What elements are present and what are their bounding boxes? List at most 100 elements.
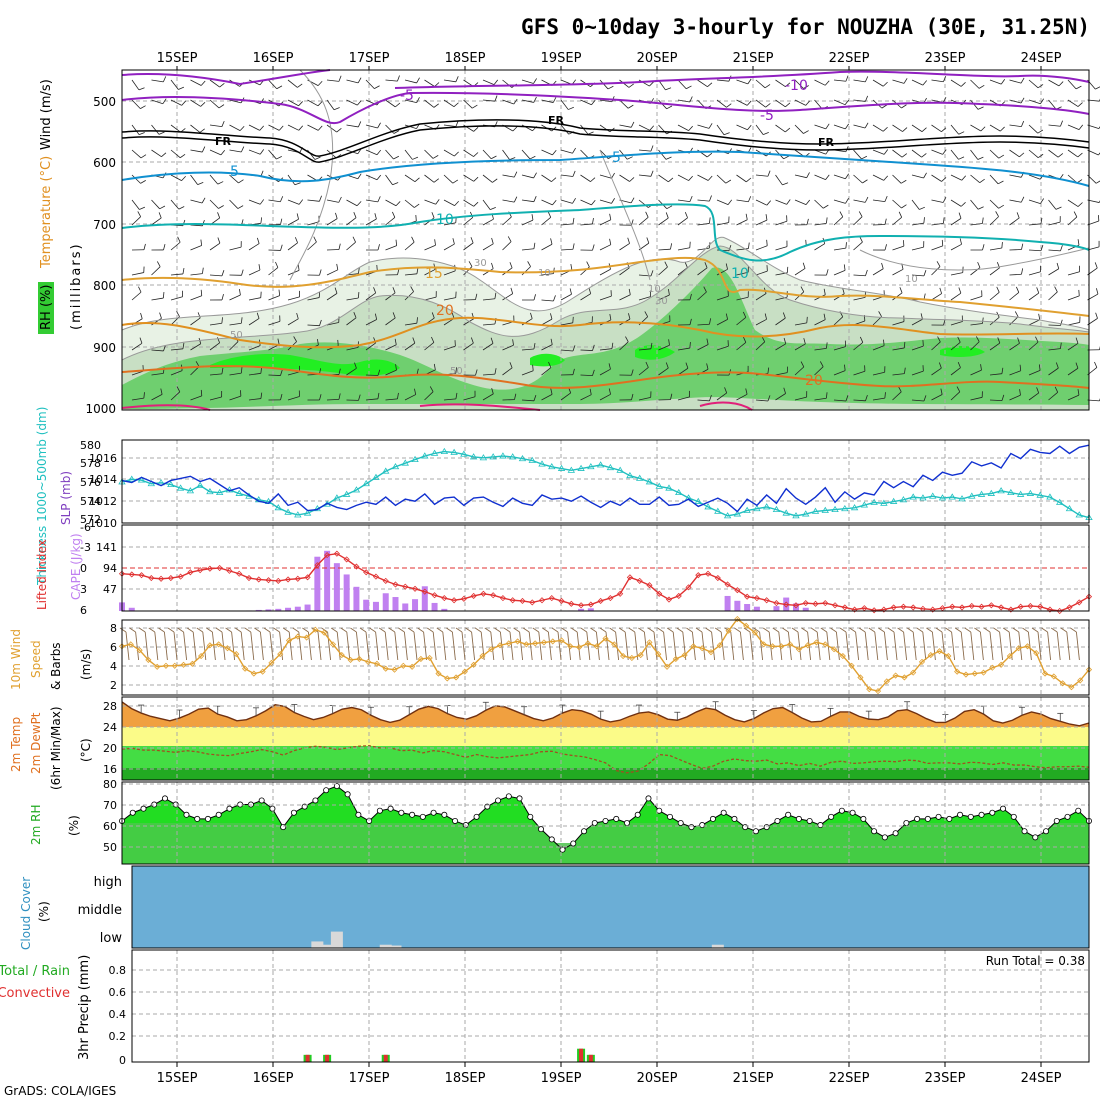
- surface-barb-flag: [465, 627, 472, 633]
- wind-barb-flag: [942, 149, 947, 155]
- surface-barb-flag: [628, 627, 636, 633]
- wind-speed-point: [769, 643, 776, 650]
- wind-barb: [151, 394, 163, 401]
- wind-speed-point: [198, 652, 205, 660]
- wind-barb: [404, 199, 415, 208]
- wind-speed-point: [558, 637, 565, 644]
- wind-barb: [463, 318, 474, 326]
- wind-barb-flag: [553, 295, 556, 302]
- precip-frame: [131, 949, 1090, 1063]
- wind-barb-flag: [725, 313, 729, 320]
- wind-barb-flag: [982, 244, 985, 251]
- rh-point: [989, 809, 996, 816]
- wind-barb: [814, 124, 827, 130]
- lifted-index-point: [206, 565, 213, 572]
- wind-speed-point: [901, 674, 908, 681]
- contour-minus5: [121, 91, 1090, 125]
- contour-label: 5: [612, 150, 621, 166]
- surface-barb-flag: [148, 627, 156, 633]
- lifted-index-point: [138, 572, 145, 579]
- rh-point: [280, 824, 287, 831]
- wind-barb-flag: [900, 179, 907, 184]
- wind-barb: [170, 391, 181, 401]
- wind-barb: [599, 295, 612, 301]
- wind-barb-flag: [940, 388, 943, 395]
- wind-barb: [541, 99, 554, 103]
- wind-barb: [560, 349, 573, 352]
- wind-barb: [931, 367, 942, 376]
- wind-barb-flag: [392, 312, 396, 319]
- wind-barb-flag: [533, 242, 536, 249]
- surface-barb-flag: [129, 627, 136, 633]
- wind-barb: [989, 399, 1003, 401]
- lifted-index-point: [900, 603, 907, 610]
- cape-bar: [314, 556, 321, 611]
- wind-barb: [404, 394, 416, 401]
- wind-barb: [190, 395, 202, 401]
- surface-barb-flag: [138, 627, 146, 633]
- wind-barb: [541, 174, 552, 182]
- wind-barb-flag: [158, 131, 165, 135]
- wind-barb: [755, 399, 768, 402]
- wind-barb: [326, 398, 340, 401]
- upper-yticks: 500 600 700 800 900 1000: [85, 95, 116, 416]
- wind-barb-flag: [392, 287, 396, 293]
- wind-barb: [892, 124, 903, 132]
- wind-barb-flag: [357, 77, 362, 84]
- wind-barb-flag: [527, 261, 531, 267]
- rh-point: [538, 826, 545, 833]
- wind-barb: [1009, 149, 1020, 158]
- wind-barb-flag: [630, 197, 635, 204]
- slp-frame: [121, 439, 1090, 524]
- wind-barb: [209, 124, 222, 128]
- wind-barb: [1028, 271, 1041, 276]
- wind-barb-flag: [1021, 120, 1025, 127]
- top-date-axis: 15SEP 16SEP 17SEP 18SEP 19SEP 20SEP 21SEP 22SEP…: [157, 51, 1062, 70]
- ytick: 60: [103, 820, 117, 833]
- wind-barb-flag: [982, 217, 984, 224]
- rh-point: [946, 815, 953, 822]
- lifted-index-point: [363, 569, 370, 576]
- cloud-level-middle: middle: [78, 903, 122, 918]
- surface-barb-flag: [503, 627, 511, 633]
- wind-barb-flag: [961, 175, 967, 181]
- wind-barb: [1028, 341, 1039, 351]
- wind-speed-point: [787, 641, 794, 648]
- cloud-low-bar: [711, 944, 724, 948]
- wind-barb-flag: [865, 395, 868, 401]
- wind-barb: [268, 295, 280, 301]
- ytick-left: 0: [80, 562, 87, 575]
- cape-bar: [753, 606, 760, 611]
- surface-barb: [903, 631, 908, 661]
- wind-barb-flag: [218, 205, 224, 209]
- wind-barb-flag: [764, 84, 771, 89]
- thickness-point: [792, 512, 800, 519]
- wind-barb-flag: [159, 205, 166, 210]
- wind-barb-flag: [689, 293, 692, 300]
- wind-barb: [950, 124, 960, 135]
- wind-barb-flag: [703, 286, 707, 293]
- wind-barb-flag: [259, 125, 265, 131]
- wind-speed-point: [285, 637, 293, 644]
- wind-barb-flag: [313, 236, 317, 243]
- wind-barb-flag: [803, 338, 806, 345]
- wind-barb: [346, 241, 356, 251]
- wind-barb: [892, 245, 904, 251]
- ytick: 1000: [85, 402, 116, 416]
- surface-barb-flag: [254, 627, 261, 633]
- wind-barb: [1028, 292, 1039, 301]
- lifted-index-point: [910, 604, 917, 611]
- wind-barb: [521, 219, 534, 226]
- contour-label: 10: [648, 284, 661, 295]
- surface-barb: [989, 631, 994, 661]
- wind-barb: [580, 199, 592, 206]
- surface-barb-flag: [225, 627, 232, 633]
- wind-barb-flag: [472, 104, 478, 109]
- surface-barb: [720, 631, 725, 661]
- wind-barb: [541, 273, 554, 276]
- wind-barb: [346, 79, 359, 84]
- wind-barb-flag: [864, 76, 869, 83]
- wind-barb: [1048, 391, 1058, 401]
- wind-barb-flag: [317, 101, 323, 107]
- upper-frame: [121, 69, 1090, 411]
